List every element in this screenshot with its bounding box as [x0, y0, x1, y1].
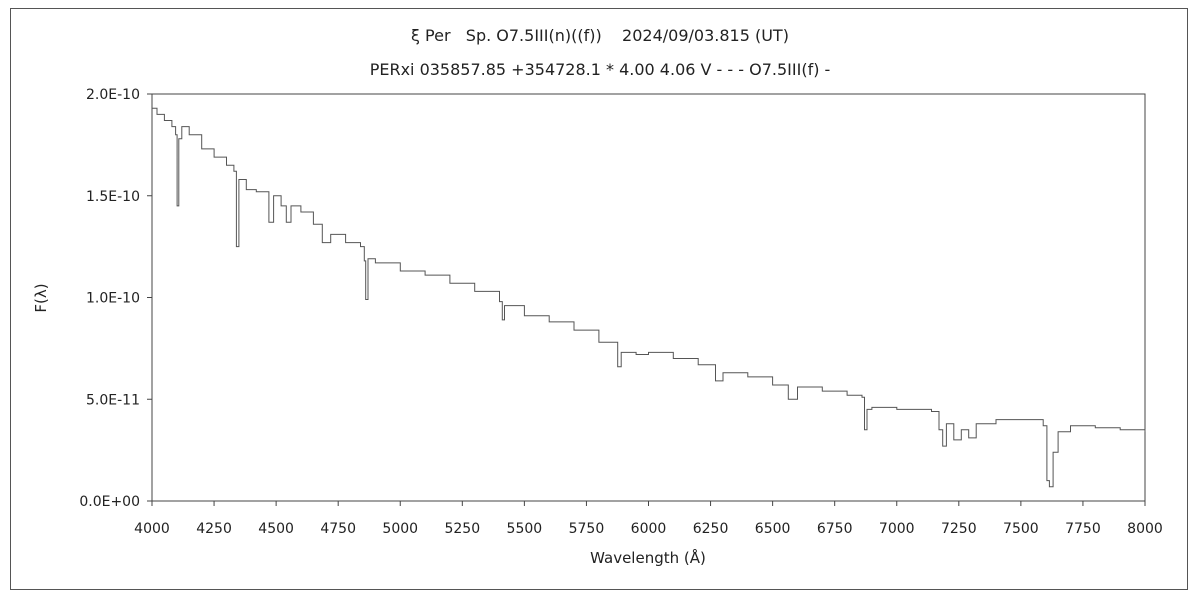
plot-area	[151, 93, 1146, 502]
x-tick-label: 6000	[631, 521, 667, 537]
x-tick-label: 4500	[258, 521, 294, 537]
spectrum-line	[152, 107, 1146, 488]
x-tick-label: 8000	[1127, 521, 1163, 537]
x-tick-label: 4250	[196, 521, 232, 537]
x-tick-label: 5250	[444, 521, 480, 537]
y-axis-label: F(λ)	[32, 283, 50, 312]
x-tick-label: 5750	[569, 521, 605, 537]
chart-subtitle: PERxi 035857.85 +354728.1 * 4.00 4.06 V …	[369, 60, 831, 79]
x-tick-label: 5500	[507, 521, 543, 537]
x-tick-label: 6250	[693, 521, 729, 537]
chart-title: ξ Per Sp. O7.5III(n)((f)) 2024/09/03.815…	[411, 26, 789, 45]
y-axis: 0.0E+00 5.0E-11 1.0E-10 1.5E-10 2.0E-10	[79, 87, 152, 510]
y-tick-label: 1.0E-10	[86, 291, 140, 307]
x-tick-label: 6500	[755, 521, 791, 537]
x-axis: 4000 4250 4500 4750 5000 5250 5500 5750 6000 6250…	[134, 501, 1163, 537]
x-tick-label: 7000	[879, 521, 915, 537]
x-tick-label: 6750	[817, 521, 853, 537]
x-tick-label: 7750	[1065, 521, 1101, 537]
y-tick-label: 5.0E-11	[86, 392, 140, 408]
x-tick-label: 7250	[941, 521, 977, 537]
x-axis-label: Wavelength (Å)	[590, 548, 706, 567]
y-tick-label: 2.0E-10	[86, 87, 140, 103]
y-tick-label: 1.5E-10	[86, 189, 140, 205]
x-tick-label: 4000	[134, 521, 170, 537]
x-tick-label: 5000	[382, 521, 418, 537]
y-tick-label: 0.0E+00	[79, 494, 140, 510]
x-tick-label: 4750	[320, 521, 356, 537]
chart-frame	[10, 8, 1188, 590]
x-tick-label: 7500	[1003, 521, 1039, 537]
